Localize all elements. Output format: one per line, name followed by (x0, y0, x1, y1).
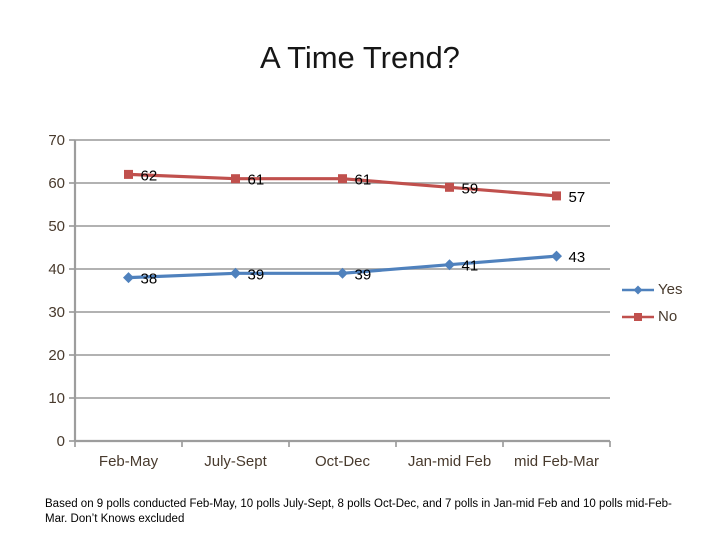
data-point-marker-diamond (551, 250, 562, 262)
data-point-marker-diamond (230, 267, 241, 279)
category-label: mid Feb-Mar (514, 453, 599, 470)
footnote-line-1: Based on 9 polls conducted Feb-May, 10 p… (45, 498, 672, 510)
data-label: 43 (569, 249, 586, 266)
chart-title: A Time Trend? (260, 40, 460, 75)
chart-legend: Yes No (622, 276, 682, 330)
data-point-marker-square (552, 191, 561, 201)
axes: 0 10 20 30 40 50 60 70 (48, 132, 611, 450)
data-label: 59 (462, 180, 479, 197)
y-tick-label: 40 (48, 261, 65, 278)
data-label: 61 (248, 172, 265, 189)
data-point-marker-diamond (337, 267, 348, 279)
data-point-marker-diamond (123, 272, 134, 284)
data-point-marker-diamond (444, 259, 455, 271)
legend-item-yes: Yes (622, 276, 682, 303)
y-tick-label: 70 (48, 132, 65, 149)
data-label: 41 (462, 258, 479, 275)
category-label: July-Sept (204, 453, 267, 470)
data-label: 62 (141, 167, 158, 184)
legend-label: No (658, 308, 678, 325)
y-tick-label: 0 (57, 433, 65, 450)
data-label: 38 (141, 271, 158, 288)
category-label: Oct-Dec (315, 453, 371, 470)
data-label: 57 (569, 189, 586, 206)
legend-label: Yes (658, 281, 683, 298)
data-label: 61 (355, 172, 372, 189)
series-no: 62 61 61 59 57 (124, 167, 585, 206)
data-point-marker-square (445, 182, 454, 192)
category-label: Jan-mid Feb (408, 453, 491, 470)
category-label: Feb-May (99, 453, 159, 470)
data-label: 39 (248, 266, 265, 283)
square-marker-icon (622, 312, 654, 321)
footnote-line-2: Mar. Don’t Knows excluded (45, 513, 185, 525)
category-labels: Feb-May July-Sept Oct-Dec Jan-mid Feb mid Fe… (99, 453, 599, 470)
y-tick-label: 20 (48, 347, 65, 364)
footnote: Based on 9 polls conducted Feb-May, 10 p… (45, 497, 672, 527)
y-tick-label: 60 (48, 175, 65, 192)
legend-item-no: No (622, 303, 682, 330)
diamond-marker-icon (622, 285, 654, 294)
data-label: 39 (355, 266, 372, 283)
data-point-marker-square (231, 174, 240, 184)
y-tick-label: 50 (48, 218, 65, 235)
y-tick-label: 10 (48, 390, 65, 407)
series-yes: 38 39 39 41 43 (123, 249, 585, 288)
y-tick-label: 30 (48, 304, 65, 321)
data-point-marker-square (338, 174, 347, 184)
data-point-marker-square (124, 169, 133, 179)
